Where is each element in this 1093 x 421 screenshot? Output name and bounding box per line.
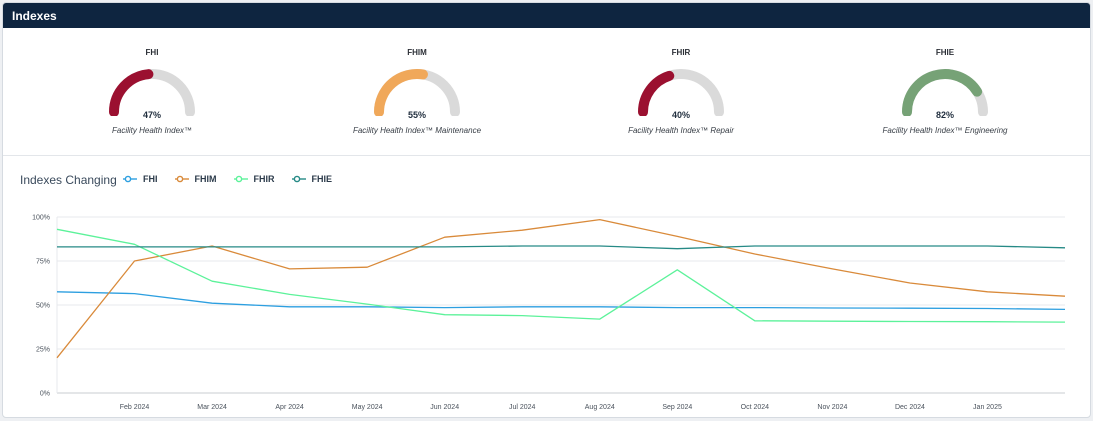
legend-circle (124, 175, 132, 183)
legend-circle (235, 175, 242, 183)
gauge-code: FHIR (671, 48, 691, 57)
gauge-description: Facility Health Index™ Engineering (882, 126, 1008, 135)
legend-item-fhi[interactable]: FHI (123, 174, 158, 184)
legend-circle (293, 175, 300, 183)
gauge-arc (902, 69, 988, 116)
chart-title: Indexes Changing (20, 173, 117, 187)
gauges-row: FHI 47% Facility Health Index™ FHIM 55% … (3, 28, 1090, 156)
legend-label: FHIE (311, 174, 333, 184)
chart-legend: FHI FHIM FHIR FHIE (123, 174, 332, 184)
x-tick-label: May 2024 (352, 404, 383, 411)
indexes-line-chart: 0% 25% 50% 75% 100% Feb 2024 Mar 2024 Apr 2024 M… (32, 215, 1066, 411)
gauge-description: Facility Health Index™ Repair (628, 126, 734, 135)
legend-line-marker-icon (123, 175, 137, 183)
gauge-code: FHIM (407, 48, 427, 57)
legend-line-marker-icon (174, 175, 189, 183)
y-tick-label: 25% (36, 347, 50, 354)
gauge-percent: 47% (142, 110, 161, 120)
series-line-fhie (57, 245, 1066, 250)
x-tick-label: Sep 2024 (662, 404, 692, 411)
x-tick-label: Jan 2025 (973, 404, 1002, 411)
series-line-fhi (56, 291, 1066, 311)
x-tick-label: Jun 2024 (430, 404, 459, 411)
x-tick-label: Dec 2024 (895, 404, 925, 411)
gauge-arc (374, 69, 460, 116)
gauge-percent: 55% (407, 110, 426, 120)
y-tick-label: 75% (36, 259, 50, 266)
legend-label: FHIM (194, 174, 217, 184)
x-tick-label: Nov 2024 (817, 404, 847, 411)
legend-circle (176, 175, 183, 183)
x-tick-label: Oct 2024 (741, 404, 770, 411)
gauge-description: Facility Health Index™ (111, 126, 193, 135)
x-tick-label: Mar 2024 (197, 404, 227, 411)
gauge-percent: 82% (935, 110, 954, 120)
y-tick-label: 50% (36, 303, 50, 310)
gauge-code: FHIE (935, 48, 955, 57)
gauge-arc (638, 69, 724, 116)
gauge-fill (109, 69, 154, 116)
series-line-fhir (56, 228, 1066, 323)
gauge-code: FHI (145, 48, 159, 57)
y-tick-label: 0% (40, 391, 50, 398)
gauge-description: Facility Health Index™ Maintenance (352, 126, 482, 135)
gauge-percent: 40% (671, 110, 690, 120)
gauge-fill (374, 69, 428, 116)
panel-title: Indexes (12, 9, 57, 23)
x-tick-label: Feb 2024 (120, 404, 150, 411)
legend-item-fhie[interactable]: FHIE (291, 174, 333, 184)
legend-line-marker-icon (233, 175, 248, 183)
x-tick-label: Aug 2024 (585, 404, 615, 411)
legend-label: FHIR (253, 174, 275, 184)
legend-line-marker-icon (291, 175, 306, 183)
legend-item-fhim[interactable]: FHIM (174, 174, 217, 184)
x-tick-label: Jul 2024 (509, 404, 536, 411)
legend-label: FHI (143, 174, 158, 184)
gauge-arc (109, 69, 195, 116)
x-tick-label: Apr 2024 (275, 404, 304, 411)
y-tick-label: 100% (32, 215, 50, 222)
panel-header: Indexes (3, 3, 1090, 28)
legend-item-fhir[interactable]: FHIR (233, 174, 275, 184)
gauge-fill (902, 69, 983, 116)
gauge-fill (638, 70, 675, 116)
series-line-fhim (56, 218, 1066, 359)
